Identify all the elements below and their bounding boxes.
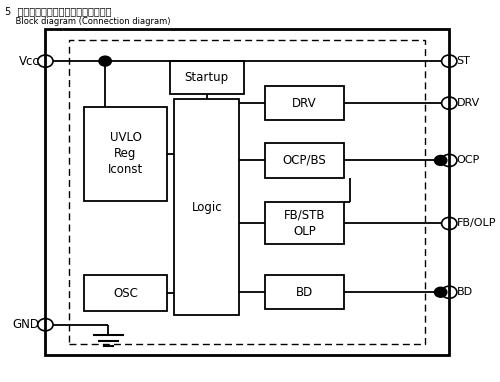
Bar [84,107,168,201]
Text: DRV: DRV [456,98,479,108]
Text: UVLO: UVLO [110,131,142,144]
Text: Block diagram (Connection diagram): Block diagram (Connection diagram) [5,17,170,26]
Text: GND: GND [12,318,40,331]
Text: OCP: OCP [456,155,479,165]
Text: FB/STB: FB/STB [284,209,326,222]
Circle shape [434,287,447,297]
Text: BD: BD [456,287,472,297]
Circle shape [99,56,112,66]
Text: BD: BD [296,286,314,299]
Bar [70,40,426,344]
Bar [266,143,344,178]
Bar [46,29,450,355]
Bar [84,275,168,311]
Text: OSC: OSC [113,286,138,300]
Bar [170,61,244,94]
Text: OCP/BS: OCP/BS [283,154,327,167]
Bar [174,99,239,315]
Text: Reg: Reg [114,147,136,160]
Text: OLP: OLP [294,225,316,238]
Bar [266,275,344,309]
Bar [266,86,344,120]
Circle shape [434,155,447,165]
Text: FB/OLP: FB/OLP [456,219,496,228]
Text: Iconst: Iconst [108,163,143,176]
Text: Logic: Logic [192,201,222,214]
Text: Startup: Startup [184,71,229,84]
Text: ST: ST [456,56,470,66]
Text: DRV: DRV [292,97,317,110]
Text: 5  ブロックダイアグラム（ピン配置）: 5 ブロックダイアグラム（ピン配置） [5,6,112,16]
Text: Vcc: Vcc [19,55,40,68]
Bar [266,202,344,244]
